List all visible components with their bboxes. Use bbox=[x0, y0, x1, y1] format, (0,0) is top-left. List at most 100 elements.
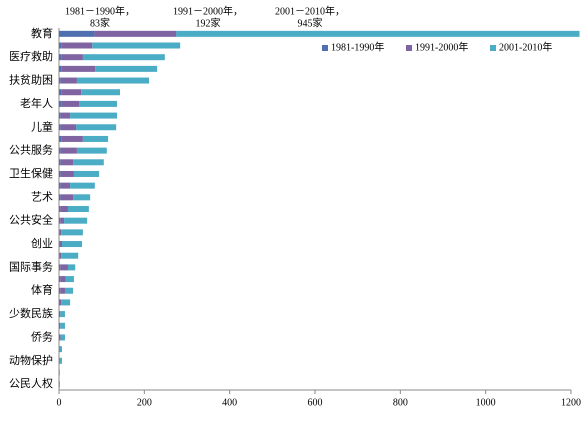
annotation: 83家 bbox=[90, 16, 110, 29]
bar-segment bbox=[59, 229, 60, 235]
y-tick-label: 少数民族 bbox=[9, 306, 53, 320]
bar-segment bbox=[59, 323, 60, 329]
bar-segment bbox=[60, 288, 65, 294]
bar-segment bbox=[70, 183, 95, 189]
bar-segment bbox=[59, 264, 60, 270]
bar-segment bbox=[81, 89, 120, 95]
bar-segment bbox=[61, 54, 83, 60]
x-tick-label: 1000 bbox=[476, 397, 496, 408]
y-tick-label: 老年人 bbox=[20, 96, 53, 110]
bar-segment bbox=[73, 194, 90, 200]
bar-segment bbox=[64, 218, 87, 224]
bar-segment bbox=[61, 136, 83, 142]
bar-segment bbox=[61, 253, 78, 259]
annotation: 192家 bbox=[196, 16, 221, 29]
bar-segment bbox=[59, 159, 61, 165]
bar-segment bbox=[60, 323, 65, 329]
bar-segment bbox=[60, 206, 68, 212]
y-tick-label: 体育 bbox=[31, 283, 53, 297]
bar-segment bbox=[59, 276, 60, 282]
x-tick-label: 800 bbox=[393, 397, 408, 408]
bar-segment bbox=[59, 241, 60, 247]
bar-segment bbox=[59, 78, 61, 84]
y-tick-label: 动物保护 bbox=[9, 353, 53, 367]
bar-segment bbox=[65, 288, 73, 294]
y-tick-label: 公共服务 bbox=[9, 144, 53, 157]
y-tick-label: 扶贫助困 bbox=[9, 73, 53, 87]
bar-segment bbox=[68, 264, 75, 270]
bar-segment bbox=[76, 124, 116, 130]
bar-segment bbox=[68, 206, 89, 212]
y-tick-label: 教育 bbox=[31, 26, 53, 40]
bar-segment bbox=[83, 54, 165, 60]
bar-segment bbox=[59, 194, 61, 200]
bar-segment bbox=[59, 206, 60, 212]
bar-segment bbox=[73, 159, 104, 165]
bar-segment bbox=[59, 334, 60, 340]
bar-segment bbox=[59, 171, 61, 177]
bar-segment bbox=[59, 89, 61, 95]
bar-segment bbox=[61, 159, 73, 165]
bar-segment bbox=[95, 66, 157, 72]
bar-segment bbox=[61, 171, 74, 177]
bar-segment bbox=[61, 101, 79, 107]
legend-label: 1991-2000年 bbox=[415, 40, 468, 53]
bar-segment bbox=[62, 241, 82, 247]
y-tick-label: 艺术 bbox=[31, 190, 53, 203]
bar-segment bbox=[59, 183, 61, 189]
bar-segment bbox=[60, 276, 66, 282]
bar-segment bbox=[61, 89, 81, 95]
bar-segment bbox=[61, 334, 65, 340]
bar-segment bbox=[66, 276, 74, 282]
bar-segment bbox=[59, 299, 61, 305]
bar-segment bbox=[61, 194, 73, 200]
bar-segment bbox=[59, 218, 60, 224]
bar-segment bbox=[60, 218, 64, 224]
x-tick-label: 0 bbox=[57, 397, 62, 408]
bar-segment bbox=[70, 113, 117, 119]
annotation: 1991－2000年， bbox=[173, 4, 243, 17]
bar-segment bbox=[59, 101, 61, 107]
bar-segment bbox=[61, 124, 76, 130]
bar-segment bbox=[60, 229, 61, 235]
x-tick-label: 400 bbox=[222, 397, 237, 408]
bar-segment bbox=[59, 346, 62, 352]
bar-segment bbox=[59, 369, 60, 375]
bar-segment bbox=[61, 299, 70, 305]
y-tick-label: 公民人权 bbox=[9, 377, 53, 390]
y-tick-label: 公共安全 bbox=[9, 213, 53, 227]
y-tick-label: 医疗救助 bbox=[9, 49, 53, 63]
bar-segment bbox=[59, 358, 62, 364]
bar-segment bbox=[59, 136, 61, 142]
bar-segment bbox=[61, 113, 70, 119]
bar-segment bbox=[59, 124, 61, 130]
annotation: 1981－1990年， bbox=[65, 4, 135, 17]
legend-swatch bbox=[490, 45, 496, 51]
bar-segment bbox=[59, 148, 61, 154]
y-tick-label: 创业 bbox=[31, 237, 53, 250]
bar-segment bbox=[60, 311, 65, 317]
bar-segment bbox=[59, 66, 61, 72]
bar-segment bbox=[59, 31, 94, 37]
bar-segment bbox=[59, 113, 61, 119]
bar-segment bbox=[92, 43, 180, 49]
bar-segment bbox=[61, 229, 83, 235]
annotation: 945家 bbox=[298, 16, 323, 29]
y-tick-label: 卫生保健 bbox=[9, 166, 53, 180]
bar-segment bbox=[59, 43, 61, 49]
bar-segment bbox=[61, 148, 77, 154]
bar-segment bbox=[61, 66, 95, 72]
bar-segment bbox=[83, 136, 108, 142]
legend-label: 2001-2010年 bbox=[499, 40, 552, 53]
legend-swatch bbox=[322, 45, 328, 51]
bar-segment bbox=[60, 264, 68, 270]
y-tick-label: 儿童 bbox=[31, 119, 53, 133]
legend-swatch bbox=[406, 45, 412, 51]
legend-label: 1981-1990年 bbox=[331, 40, 384, 53]
x-tick-label: 1200 bbox=[561, 397, 581, 408]
annotation: 2001－2010年， bbox=[275, 4, 345, 17]
bar-segment bbox=[60, 241, 62, 247]
x-tick-label: 600 bbox=[308, 397, 323, 408]
bar-segment bbox=[61, 78, 77, 84]
bar-segment bbox=[59, 288, 60, 294]
